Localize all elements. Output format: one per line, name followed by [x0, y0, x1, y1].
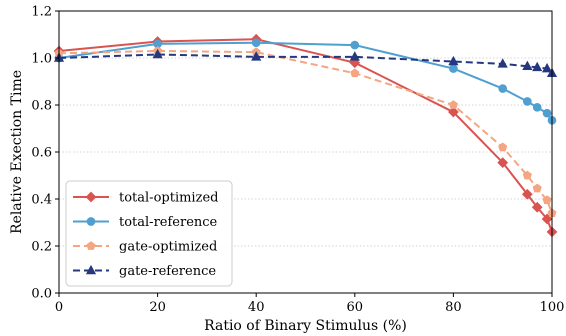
data-point-total-optimized-6	[521, 188, 533, 200]
data-point-total-reference-8	[542, 108, 552, 118]
legend-item-gate-reference[interactable]: gate-reference	[73, 264, 216, 279]
data-point-gate-optimized-3	[350, 68, 360, 78]
y-tick-label-6: 1.2	[31, 5, 52, 20]
x-axis-title: Ratio of Binary Stimulus (%)	[204, 318, 407, 334]
y-tick-label-2: 0.4	[31, 193, 52, 208]
data-point-gate-reference-8	[541, 62, 553, 73]
y-tick-label-0: 0.0	[31, 287, 52, 302]
y-tick-label-3: 0.6	[31, 146, 52, 161]
x-tick-label-1: 20	[149, 300, 166, 315]
legend-marker-gate-optimized	[86, 241, 96, 250]
y-tick-label-4: 0.8	[31, 99, 52, 114]
x-tick-label-4: 80	[445, 300, 462, 315]
series-gate-optimized	[54, 46, 557, 217]
data-point-gate-optimized-8	[542, 195, 552, 205]
legend-item-total-optimized[interactable]: total-optimized	[73, 191, 218, 206]
legend-label-gate-optimized: gate-optimized	[119, 240, 217, 255]
x-tick-label-2: 40	[248, 300, 265, 315]
data-point-gate-optimized-5	[498, 142, 508, 152]
y-tick-label-1: 0.2	[31, 240, 52, 255]
legend-label-total-reference: total-reference	[119, 215, 218, 230]
data-point-total-optimized-5	[497, 157, 509, 168]
data-point-total-reference-7	[532, 103, 542, 112]
data-point-gate-optimized-4	[448, 100, 458, 109]
data-point-total-reference-3	[350, 40, 360, 50]
series-total-optimized	[53, 33, 558, 238]
legend[interactable]: total-optimized total-reference gate-optim…	[65, 180, 233, 287]
data-point-total-reference-2	[251, 38, 261, 48]
legend-label-gate-reference: gate-reference	[119, 264, 216, 279]
data-point-gate-reference-6	[522, 60, 533, 70]
series-line-total-reference	[58, 41, 553, 121]
data-point-gate-optimized-6	[522, 170, 532, 180]
data-point-gate-reference-2	[251, 51, 262, 61]
legend-marker-total-reference	[86, 217, 96, 226]
data-point-gate-optimized-7	[532, 183, 542, 193]
legend-label-total-optimized: total-optimized	[119, 191, 218, 206]
data-point-gate-reference-1	[152, 48, 163, 59]
legend-marker-total-optimized	[85, 191, 97, 203]
grid	[59, 57, 552, 247]
series-group	[53, 33, 558, 238]
x-tick-label-5: 100	[540, 300, 565, 315]
series-line-total-optimized	[58, 38, 553, 233]
data-point-gate-reference-4	[448, 55, 459, 66]
legend-item-total-reference[interactable]: total-reference	[73, 215, 218, 230]
data-point-gate-reference-5	[497, 58, 508, 68]
data-point-total-reference-4	[449, 64, 458, 73]
legend-marker-gate-reference	[85, 264, 97, 275]
x-tick-label-0: 0	[55, 300, 63, 315]
axis-ticks: 0 20 40 60 80 100 0.0 0.2 0.4 0.6 0.8 1.0 1.2	[31, 5, 564, 316]
data-point-total-reference-5	[498, 84, 508, 93]
data-point-total-optimized-7	[531, 201, 543, 213]
legend-item-gate-optimized[interactable]: gate-optimized	[73, 240, 217, 255]
y-axis-title: Relative Exection Time	[9, 70, 25, 234]
data-point-gate-reference-7	[532, 61, 543, 72]
data-point-total-reference-6	[523, 97, 532, 106]
x-tick-label-3: 60	[347, 300, 364, 315]
series-total-reference	[54, 38, 557, 125]
legend-box	[65, 180, 233, 287]
series-line-gate-reference	[58, 53, 553, 74]
data-point-total-optimized-4	[448, 106, 459, 118]
data-point-gate-reference-3	[349, 51, 360, 61]
series-line-gate-optimized	[58, 49, 553, 214]
y-tick-label-5: 1.0	[31, 52, 52, 67]
